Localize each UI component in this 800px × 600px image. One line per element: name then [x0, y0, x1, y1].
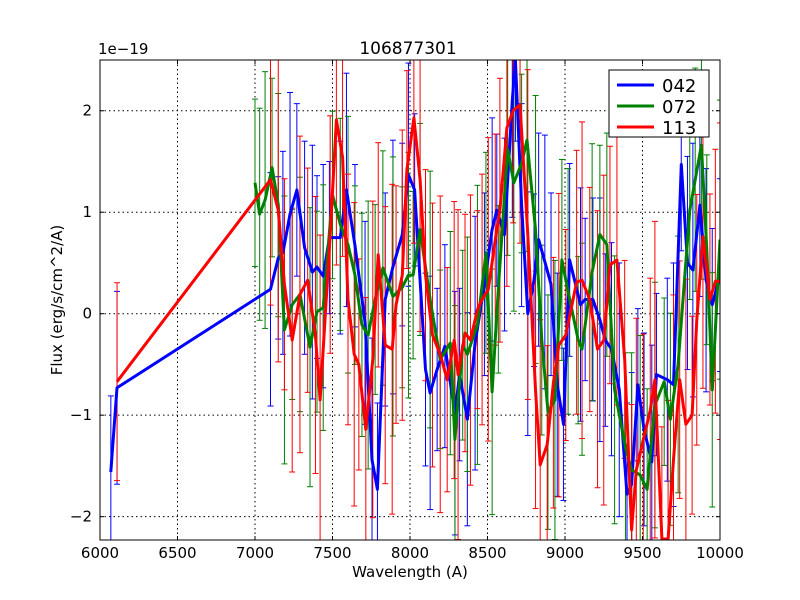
x-tick-label: 9500	[623, 544, 661, 562]
x-tick-label: 7500	[313, 544, 351, 562]
y-axis-label: Flux (erg/s/cm^2/A)	[48, 225, 66, 376]
y-offset-label: 1e−19	[98, 40, 148, 58]
x-tick-label: 8500	[468, 544, 506, 562]
y-tick-label: 2	[82, 102, 92, 120]
x-tick-label: 6500	[158, 544, 196, 562]
x-tick-label: 9000	[546, 544, 584, 562]
legend-label-113: 113	[662, 118, 696, 139]
y-tick-label: −2	[70, 508, 92, 526]
series-group	[107, 60, 720, 540]
x-axis-label: Wavelength (A)	[352, 563, 468, 581]
x-tick-label: 6000	[81, 544, 119, 562]
x-tick-label: 10000	[696, 544, 744, 562]
legend-label-072: 072	[662, 97, 696, 118]
x-tick-label: 8000	[391, 544, 429, 562]
legend-label-042: 042	[662, 76, 696, 97]
y-tick-label: −1	[70, 406, 92, 424]
chart-title: 106877301	[359, 39, 456, 59]
series-line-113	[115, 103, 720, 540]
x-tick-label: 7000	[236, 544, 274, 562]
ticks: 6000 6500 7000 7500 8000 8500 9000 9500 10000 −2 −…	[70, 60, 744, 562]
y-tick-label: 1	[82, 203, 92, 221]
y-tick-label: 0	[82, 305, 92, 323]
